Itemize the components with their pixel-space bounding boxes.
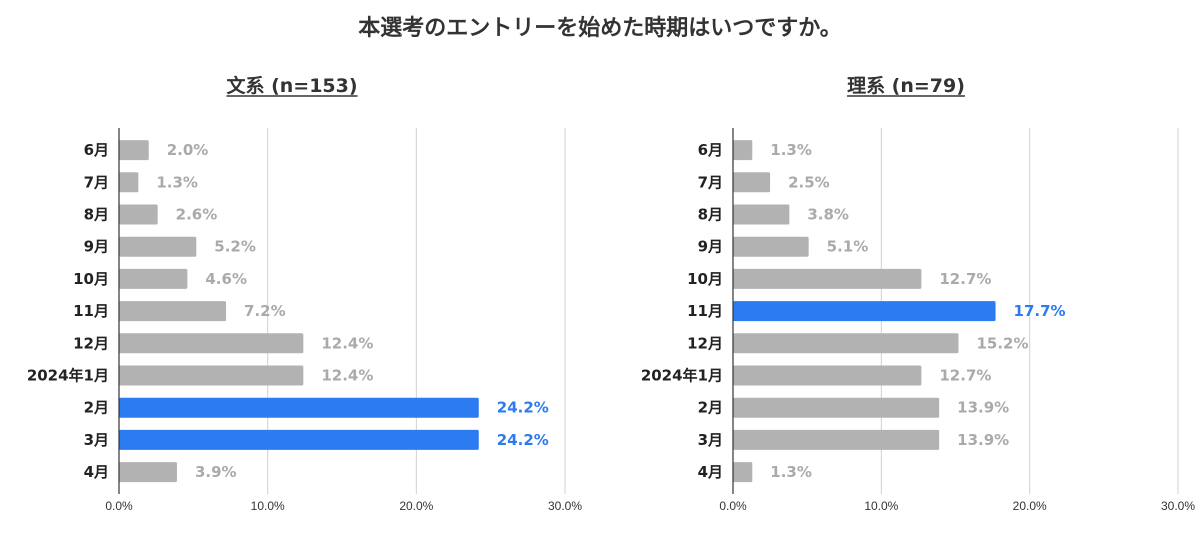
bar [119, 268, 188, 289]
bar [119, 429, 479, 450]
category-label: 2月 [84, 399, 109, 417]
data-label: 15.2% [976, 334, 1028, 352]
data-label: 3.9% [195, 463, 237, 481]
data-label: 2.5% [788, 173, 830, 191]
category-label: 8月 [84, 206, 109, 224]
data-label: 12.7% [939, 367, 991, 385]
x-tick-label: 20.0% [399, 499, 433, 513]
category-label: 9月 [84, 238, 109, 256]
x-tick-label: 30.0% [548, 499, 582, 513]
bar [733, 333, 959, 354]
bar [733, 462, 753, 483]
bar [733, 365, 922, 386]
data-label: 13.9% [957, 431, 1009, 449]
category-label: 3月 [698, 431, 723, 449]
chart-sciences: 理系 (n=79) 0.0% 10.0% 20.0% 30.0% 6月 1.3% 7月 2.5%… [641, 75, 1196, 513]
x-tick-label: 30.0% [1161, 499, 1195, 513]
category-label: 2024年1月 [27, 367, 109, 385]
data-label: 2.6% [176, 206, 218, 224]
bar [119, 172, 139, 193]
bar [119, 140, 149, 161]
x-tick-label: 10.0% [864, 499, 898, 513]
data-label: 5.2% [214, 238, 256, 256]
bar [733, 236, 809, 257]
data-label: 24.2% [497, 431, 549, 449]
x-tick-label: 0.0% [105, 499, 133, 513]
data-label: 1.3% [156, 173, 198, 191]
data-label: 24.2% [497, 399, 549, 417]
data-label: 1.3% [770, 141, 812, 159]
category-label: 2月 [698, 399, 723, 417]
data-label: 12.4% [321, 334, 373, 352]
chart-title: 理系 (n=79) [847, 75, 965, 97]
category-label: 7月 [698, 173, 723, 191]
data-label: 2.0% [167, 141, 209, 159]
bar [733, 140, 753, 161]
chart-title: 文系 (n=153) [226, 74, 357, 97]
x-tick-label: 0.0% [719, 499, 747, 513]
data-label: 13.9% [957, 399, 1009, 417]
category-label: 8月 [698, 206, 723, 224]
category-label: 11月 [687, 302, 723, 320]
bar [119, 333, 304, 354]
bar [733, 172, 771, 193]
bar [119, 301, 227, 322]
data-label: 12.4% [321, 367, 373, 385]
data-label: 3.8% [807, 206, 849, 224]
category-label: 3月 [84, 431, 109, 449]
data-label: 17.7% [1014, 302, 1066, 320]
category-label: 7月 [84, 173, 109, 191]
x-tick-label: 20.0% [1013, 499, 1047, 513]
bar [119, 462, 177, 483]
bar [119, 365, 304, 386]
category-label: 12月 [73, 334, 109, 352]
category-label: 10月 [687, 270, 723, 288]
bar [119, 204, 158, 225]
category-label: 6月 [698, 141, 723, 159]
category-label: 4月 [698, 463, 723, 481]
category-label: 6月 [84, 141, 109, 159]
data-label: 5.1% [827, 238, 869, 256]
x-tick-label: 10.0% [251, 499, 285, 513]
data-label: 4.6% [205, 270, 247, 288]
data-label: 1.3% [770, 463, 812, 481]
data-label: 12.7% [939, 270, 991, 288]
bar [119, 236, 197, 257]
category-label: 2024年1月 [641, 367, 723, 385]
bar [733, 268, 922, 289]
category-label: 9月 [698, 238, 723, 256]
bar [733, 429, 940, 450]
bar [119, 397, 479, 418]
category-label: 4月 [84, 463, 109, 481]
bar [733, 301, 996, 322]
data-label: 7.2% [244, 302, 286, 320]
category-label: 10月 [73, 270, 109, 288]
category-label: 12月 [687, 334, 723, 352]
chart-humanities: 文系 (n=153) 0.0% 10.0% 20.0% 30.0% 6月 2.0% 7月 1.3… [27, 74, 583, 513]
main-title: 本選考のエントリーを始めた時期はいつですか。 [358, 16, 842, 41]
bar [733, 397, 940, 418]
category-label: 11月 [73, 302, 109, 320]
bar [733, 204, 790, 225]
